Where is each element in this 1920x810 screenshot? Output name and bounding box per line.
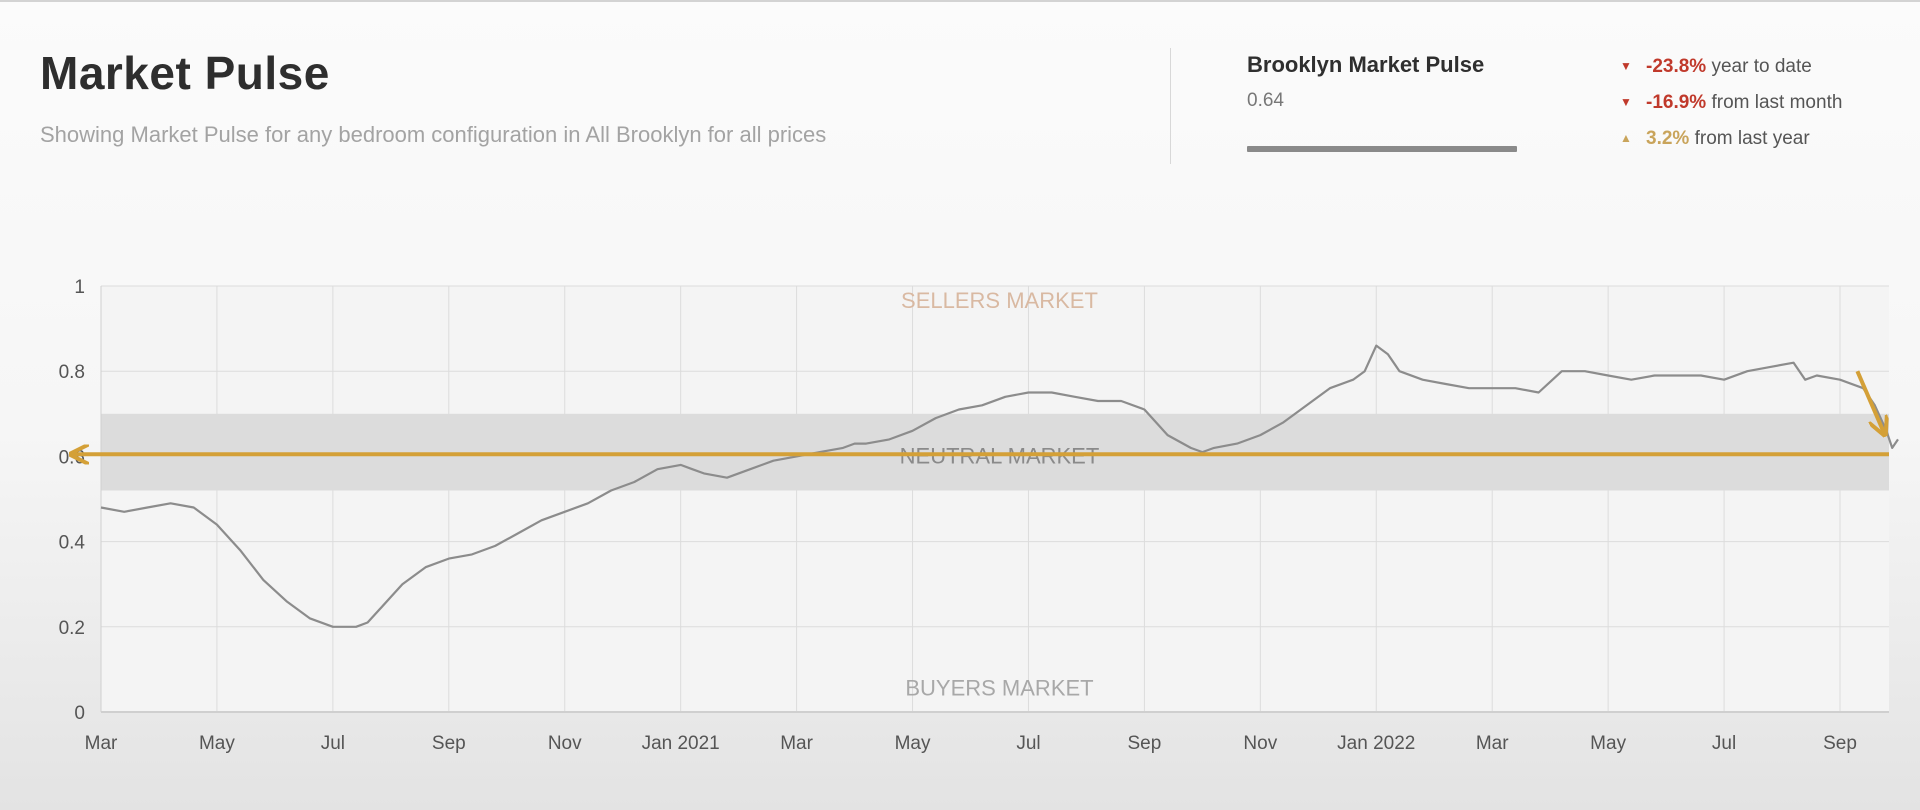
- y-tick-label: 0.6: [59, 447, 85, 468]
- page-subtitle: Showing Market Pulse for any bedroom con…: [40, 122, 827, 147]
- change-percent: -16.9%: [1646, 92, 1707, 113]
- x-tick-label: Sep: [1127, 733, 1161, 754]
- zone-label: BUYERS MARKET: [905, 675, 1093, 700]
- neutral-band: [101, 413, 1889, 491]
- zone-label: SELLERS MARKET: [901, 288, 1098, 313]
- x-tick-label: Nov: [548, 733, 582, 754]
- x-tick-label: Jan 2022: [1337, 733, 1415, 754]
- x-tick-label: Nov: [1243, 733, 1277, 754]
- x-tick-label: Mar: [85, 733, 118, 754]
- x-tick-label: Jul: [321, 733, 345, 754]
- triangle-up-icon: ▲: [1620, 131, 1632, 145]
- change-label: from last month: [1711, 92, 1843, 113]
- change-label: year to date: [1711, 56, 1812, 77]
- top-rule: [0, 0, 1920, 2]
- summary-bar: [1247, 146, 1517, 152]
- x-tick-label: Jan 2021: [642, 733, 720, 754]
- header-divider: [1170, 48, 1171, 164]
- change-ytd: ▼ -23.8% year to date: [1620, 56, 1842, 92]
- summary-value: 0.64: [1247, 90, 1284, 111]
- y-tick-label: 0.4: [59, 533, 86, 554]
- x-tick-label: Sep: [432, 733, 466, 754]
- change-month: ▼ -16.9% from last month: [1620, 92, 1842, 128]
- x-tick-label: Mar: [1476, 733, 1509, 754]
- summary-title: Brooklyn Market Pulse: [1247, 52, 1485, 77]
- x-tick-label: May: [199, 733, 235, 754]
- plot-area: [101, 286, 1889, 712]
- change-percent: -23.8%: [1646, 56, 1707, 77]
- x-tick-label: Jul: [1712, 733, 1736, 754]
- change-year: ▲ 3.2% from last year: [1620, 128, 1842, 164]
- x-tick-label: May: [895, 733, 931, 754]
- x-tick-label: Mar: [780, 733, 813, 754]
- y-tick-label: 0.8: [59, 362, 85, 383]
- triangle-down-icon: ▼: [1620, 59, 1632, 73]
- triangle-down-icon: ▼: [1620, 95, 1632, 109]
- x-tick-label: Sep: [1823, 733, 1857, 754]
- trend-arrow: [1855, 370, 1884, 433]
- page-title: Market Pulse: [40, 47, 330, 99]
- change-percent: 3.2%: [1646, 128, 1690, 149]
- change-list: ▼ -23.8% year to date ▼ -16.9% from last m…: [1620, 56, 1842, 164]
- y-tick-label: 0: [74, 703, 85, 724]
- y-tick-label: 0.2: [59, 618, 85, 639]
- x-tick-label: May: [1590, 733, 1626, 754]
- market-pulse-chart: 0 0.2 0.4 0.6 0.8 1 Mar May Jul Sep Nov Jan 2021 Mar…: [59, 277, 1899, 754]
- series-line: [100, 344, 1899, 628]
- x-tick-label: Jul: [1016, 733, 1040, 754]
- change-label: from last year: [1694, 128, 1810, 149]
- y-tick-label: 1: [74, 277, 85, 298]
